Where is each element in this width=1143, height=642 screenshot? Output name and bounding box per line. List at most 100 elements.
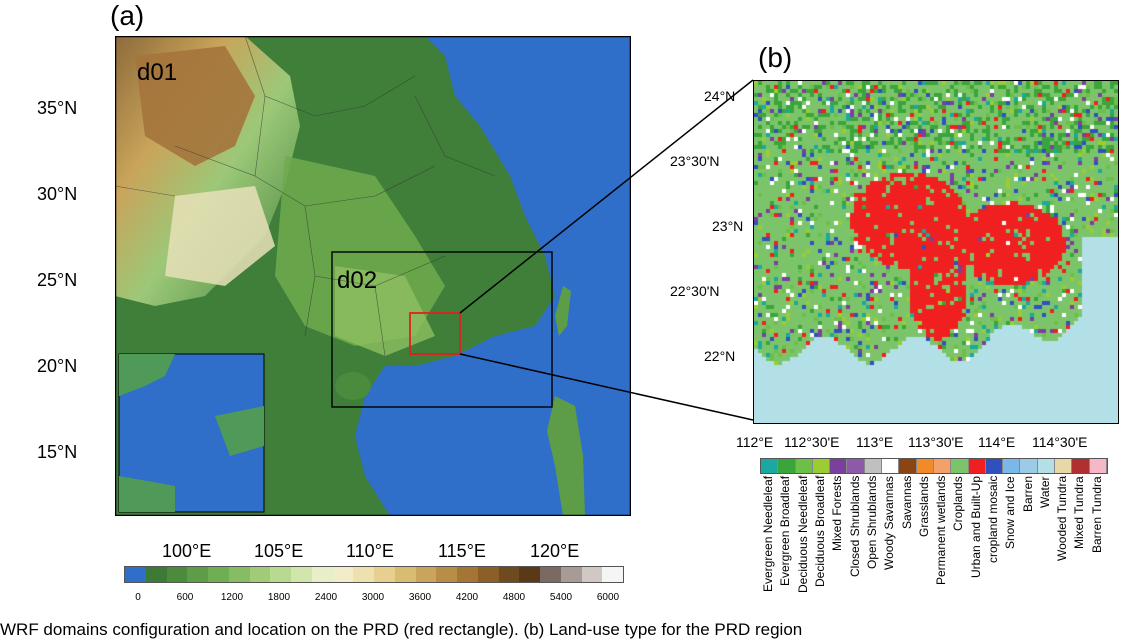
figure-caption: WRF domains configuration and location o… bbox=[0, 620, 803, 639]
lat-tick-b: 23°30'N bbox=[670, 153, 720, 169]
landcover-swatch bbox=[847, 459, 865, 473]
colorbar-swatch bbox=[228, 567, 250, 582]
colorbar-swatch bbox=[166, 567, 188, 582]
colorbar-swatch bbox=[145, 567, 167, 582]
colorbar-swatch bbox=[519, 567, 540, 582]
landcover-class-label: Grasslands bbox=[916, 476, 931, 537]
panel-b-label: (b) bbox=[758, 42, 793, 73]
landcover-swatch bbox=[1072, 459, 1090, 473]
landcover-swatch bbox=[1020, 459, 1038, 473]
landcover-class-label: Snow and Ice bbox=[1003, 476, 1018, 549]
philippines-island bbox=[547, 396, 585, 516]
colorbar-swatch bbox=[249, 567, 271, 582]
lat-tick-a: 35°N bbox=[37, 98, 78, 118]
colorbar-tick-label: 0 bbox=[135, 592, 141, 603]
colorbar-swatch bbox=[602, 567, 623, 582]
colorbar-swatch bbox=[332, 567, 354, 582]
lon-tick-b: 114°E bbox=[978, 434, 1016, 450]
elevation-colorbar bbox=[124, 566, 624, 583]
lon-tick-b: 113°E bbox=[856, 434, 894, 450]
landcover-swatch bbox=[1003, 459, 1021, 473]
landcover-legend-labels: Evergreen Needleleaf Evergreen Broadleaf D… bbox=[760, 476, 1106, 611]
lon-tick-a: 110°E bbox=[346, 541, 394, 561]
lon-tick-b: 113°30'E bbox=[908, 434, 964, 450]
colorbar-swatch bbox=[581, 567, 603, 582]
colorbar-tick-label: 3600 bbox=[408, 592, 432, 603]
panel-a-map: d01 d02 bbox=[115, 36, 631, 516]
colorbar-swatch bbox=[125, 567, 146, 582]
lon-tick-a: 100°E bbox=[162, 541, 212, 561]
colorbar-swatch bbox=[208, 567, 229, 582]
colorbar-tick-label: 1200 bbox=[220, 592, 244, 603]
landcover-class-label: cropland mosaic bbox=[986, 476, 1000, 564]
landcover-class-label: Evergreen Needleleaf bbox=[761, 476, 776, 593]
landcover-legend-bar bbox=[760, 458, 1108, 474]
landcover-swatch bbox=[933, 459, 952, 473]
inset-land-south bbox=[119, 476, 175, 512]
lon-tick-a: 115°E bbox=[438, 541, 486, 561]
lat-tick-a: 25°N bbox=[37, 270, 78, 290]
colorbar-swatch bbox=[457, 567, 478, 582]
lat-tick-b: 22°N bbox=[704, 348, 736, 364]
landcover-class-label: Mixed Tundra bbox=[1072, 476, 1087, 549]
hainan-island bbox=[335, 372, 371, 400]
landcover-class-label: Woody Savannas bbox=[882, 476, 897, 570]
landcover-class-label: Barren bbox=[1020, 476, 1035, 513]
d02-label: d02 bbox=[337, 267, 377, 294]
landcover-class-label: Savannas bbox=[899, 476, 914, 530]
landcover-class-label: Deciduous Needleleaf bbox=[795, 476, 810, 594]
colorbar-tick-label: 600 bbox=[176, 592, 194, 603]
landcover-swatch bbox=[899, 459, 917, 473]
landcover-swatch bbox=[830, 459, 848, 473]
colorbar-tick-label: 3000 bbox=[361, 592, 385, 603]
colorbar-swatch bbox=[560, 567, 582, 582]
colorbar-swatch bbox=[353, 567, 374, 582]
landcover-class-label: Mixed Forests bbox=[830, 476, 845, 552]
lat-tick-a: 30°N bbox=[37, 184, 78, 204]
landcover-swatch bbox=[864, 459, 883, 473]
landcover-swatch bbox=[778, 459, 796, 473]
colorbar-swatch bbox=[374, 567, 395, 582]
colorbar-swatch bbox=[394, 567, 416, 582]
lon-tick-b: 112°E bbox=[736, 434, 774, 450]
landcover-swatch bbox=[985, 459, 1004, 473]
colorbar-tick-label: 1800 bbox=[267, 592, 291, 603]
lat-tick-b: 22°30'N bbox=[670, 283, 720, 299]
landcover-class-label: Urban and Built-Up bbox=[968, 476, 983, 579]
landcover-swatch bbox=[1089, 459, 1107, 473]
landcover-swatch bbox=[951, 459, 969, 473]
colorbar-tick-label: 5400 bbox=[549, 592, 573, 603]
landcover-swatch bbox=[812, 459, 831, 473]
colorbar-swatch bbox=[311, 567, 333, 582]
colorbar-tick-label: 4200 bbox=[455, 592, 479, 603]
landcover-grid bbox=[754, 81, 1118, 423]
landcover-swatch bbox=[1037, 459, 1056, 473]
landcover-swatch bbox=[1055, 459, 1073, 473]
d01-label: d01 bbox=[137, 59, 177, 86]
colorbar-swatch bbox=[270, 567, 291, 582]
colorbar-swatch bbox=[291, 567, 312, 582]
elevation-colorbar-ticks: 0 600 1200 1800 2400 3000 3600 4200 4800 5400 6000 bbox=[124, 592, 622, 606]
inset-land-east bbox=[215, 406, 264, 456]
landcover-class-label: Permanent wetlands bbox=[934, 476, 949, 586]
lon-tick-b: 114°30'E bbox=[1032, 434, 1088, 450]
colorbar-swatch bbox=[415, 567, 437, 582]
landcover-class-label: Deciduous Broadleaf bbox=[813, 476, 828, 588]
panel-a-label: (a) bbox=[110, 0, 145, 31]
landcover-class-label: Croplands bbox=[951, 476, 966, 531]
landcover-swatch bbox=[761, 459, 779, 473]
colorbar-swatch bbox=[187, 567, 208, 582]
landcover-class-label: Closed Shrublands bbox=[847, 476, 862, 578]
yunnan-plateau bbox=[165, 186, 275, 286]
lon-tick-a: 105°E bbox=[254, 541, 304, 561]
prd-zoom-box bbox=[409, 312, 461, 355]
lat-tick-b: 23°N bbox=[712, 218, 744, 234]
lon-tick-b: 112°30'E bbox=[784, 434, 840, 450]
lon-tick-a: 120°E bbox=[530, 541, 580, 561]
panel-b-map bbox=[753, 80, 1119, 424]
landcover-class-label: Evergreen Broadleaf bbox=[778, 476, 793, 587]
colorbar-swatch bbox=[498, 567, 520, 582]
colorbar-tick-label: 4800 bbox=[502, 592, 526, 603]
landcover-swatch bbox=[916, 459, 934, 473]
d02-domain-box bbox=[331, 251, 553, 408]
